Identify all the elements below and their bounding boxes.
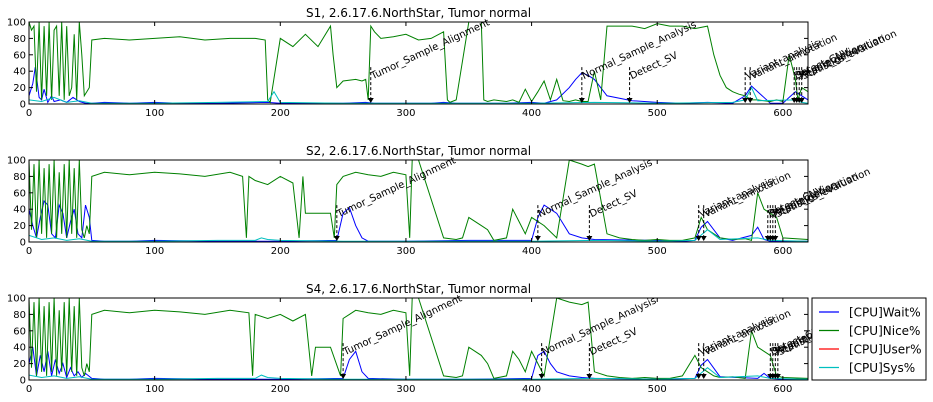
annotation-arrow (700, 374, 707, 379)
annotation-label: Tumor_Sample_Alignment (335, 155, 458, 220)
annotation-arrow (772, 236, 779, 241)
annotation-arrow (586, 374, 593, 379)
annotation-arrow (340, 374, 347, 379)
annotation-arrow (534, 236, 541, 241)
y-tick-label: 0 (20, 376, 26, 387)
y-tick-label: 100 (7, 294, 26, 305)
y-tick-label: 80 (13, 310, 26, 321)
y-tick-label: 60 (13, 50, 26, 61)
y-tick-label: 100 (7, 156, 26, 167)
chart-panel-3: S4, 2.6.17.6.NorthStar, Tumor normalTumo… (7, 282, 875, 395)
x-tick-label: 0 (26, 108, 32, 119)
x-tick-label: 600 (773, 384, 792, 395)
y-tick-label: 60 (13, 188, 26, 199)
x-tick-label: 300 (396, 384, 415, 395)
x-tick-label: 200 (271, 108, 290, 119)
series-line-cpuwait (29, 67, 808, 104)
x-tick-label: 100 (145, 384, 164, 395)
annotation-arrow (578, 98, 585, 103)
y-tick-label: 40 (13, 67, 26, 78)
annotation-arrow (367, 98, 374, 103)
annotation-label: Statistics_evaluation (800, 28, 898, 82)
chart-title: S4, 2.6.17.6.NorthStar, Tumor normal (306, 282, 531, 296)
legend: [CPU]Wait% [CPU]Nice% [CPU]User% [CPU]Sys% (811, 297, 927, 381)
x-tick-label: 400 (522, 108, 541, 119)
annotation-arrow (695, 236, 702, 241)
annotation-arrow (798, 98, 805, 103)
y-tick-label: 0 (20, 100, 26, 111)
y-tick-label: 0 (20, 238, 26, 249)
axes-frame (28, 297, 809, 381)
x-tick-label: 600 (773, 108, 792, 119)
x-tick-label: 0 (26, 246, 32, 257)
x-tick-label: 100 (145, 108, 164, 119)
y-tick-label: 80 (13, 172, 26, 183)
y-tick-label: 100 (7, 18, 26, 29)
x-tick-label: 200 (271, 384, 290, 395)
x-tick-label: 500 (648, 108, 667, 119)
x-tick-label: 400 (522, 246, 541, 257)
series-line-cpusys (29, 86, 808, 104)
chart-title: S1, 2.6.17.6.NorthStar, Tumor normal (306, 6, 531, 20)
axes-frame (28, 21, 809, 105)
x-tick-label: 600 (773, 246, 792, 257)
y-tick-label: 60 (13, 326, 26, 337)
chart-panel-2: S2, 2.6.17.6.NorthStar, Tumor normalTumo… (7, 144, 872, 257)
x-tick-label: 400 (522, 384, 541, 395)
series-line-cpuwait (29, 199, 808, 242)
x-tick-label: 500 (648, 246, 667, 257)
y-tick-label: 80 (13, 34, 26, 45)
legend-label: [CPU]Sys% (849, 361, 915, 375)
chart-title: S2, 2.6.17.6.NorthStar, Tumor normal (306, 144, 531, 158)
x-tick-label: 500 (648, 384, 667, 395)
legend-label: [CPU]Nice% (849, 324, 920, 338)
legend-label: [CPU]User% (849, 343, 922, 357)
annotation-arrow (586, 236, 593, 241)
annotation-label: Tumor_Sample_Alignment (368, 17, 491, 82)
axes-frame (28, 159, 809, 243)
series-line-cpusys (29, 229, 808, 242)
chart-panel-1: S1, 2.6.17.6.NorthStar, Tumor normalTumo… (7, 6, 899, 119)
annotation-arrow (700, 236, 707, 241)
series-line-cpunice (29, 298, 808, 379)
annotation-arrow (538, 374, 545, 379)
y-tick-label: 20 (13, 221, 26, 232)
series-line-cpusys (29, 367, 808, 380)
x-tick-label: 200 (271, 246, 290, 257)
annotation-arrow (695, 374, 702, 379)
y-tick-label: 20 (13, 83, 26, 94)
series-line-cpunice (29, 22, 808, 104)
x-tick-label: 300 (396, 246, 415, 257)
y-tick-label: 40 (13, 205, 26, 216)
y-tick-label: 40 (13, 343, 26, 354)
annotation-arrow (333, 236, 340, 241)
y-tick-label: 20 (13, 359, 26, 370)
x-tick-label: 0 (26, 384, 32, 395)
annotation-arrow (742, 98, 749, 103)
legend-label: [CPU]Wait% (849, 306, 921, 320)
annotation-arrow (626, 98, 633, 103)
annotation-arrow (774, 374, 781, 379)
x-tick-label: 100 (145, 246, 164, 257)
series-line-cpuwait (29, 347, 808, 380)
x-tick-label: 300 (396, 108, 415, 119)
series-line-cpunice (29, 160, 808, 242)
annotation-label: Tumor_Sample_Alignment (341, 293, 464, 358)
annotation-arrow (747, 98, 754, 103)
